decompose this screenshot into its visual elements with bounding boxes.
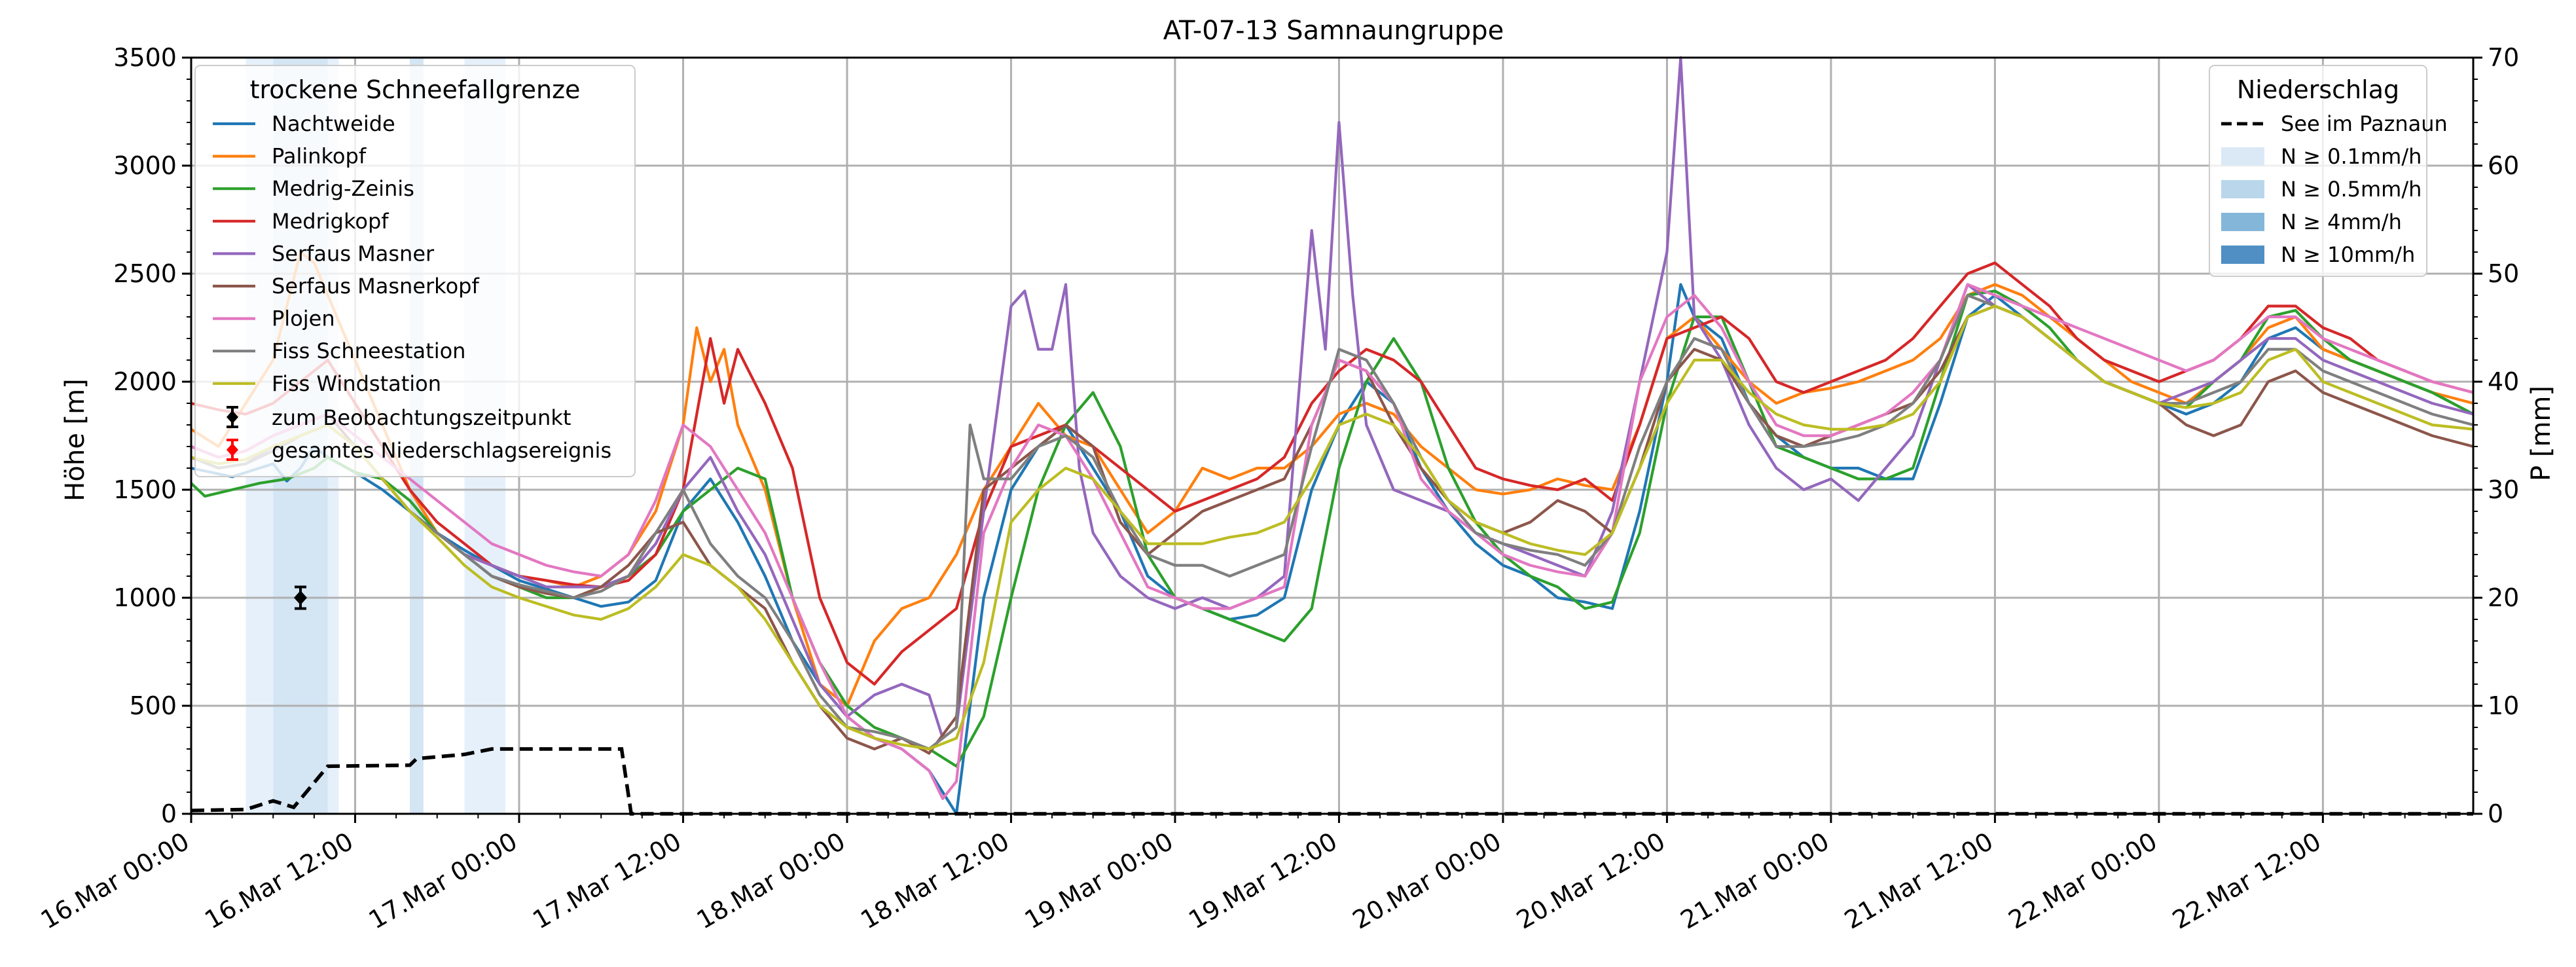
y-tick-label-left-4: 2000	[113, 367, 177, 396]
y-tick-label-right-0: 0	[2488, 799, 2503, 828]
legend-label-3: Medrigkopf	[272, 209, 389, 234]
y-tick-label-left-1: 500	[129, 691, 177, 720]
series-line-plojen	[190, 283, 2474, 800]
legend-right-swatch-2	[2221, 180, 2264, 198]
legend-left-title: trockene Schneefallgrenze	[250, 75, 581, 104]
legend-right-label-3: N ≥ 4mm/h	[2281, 210, 2402, 234]
obs-point	[293, 591, 307, 605]
y-tick-label-left-3: 1500	[113, 475, 177, 504]
series-line-medrigkopf	[190, 261, 2474, 686]
y-tick-label-right-1: 10	[2488, 691, 2519, 720]
y-tick-label-right-7: 70	[2488, 43, 2519, 72]
series-lines	[190, 56, 2474, 816]
y-tick-label-left-5: 2500	[113, 259, 177, 288]
y-tick-label-right-3: 30	[2488, 475, 2519, 504]
precip-cumulative-line	[190, 747, 2473, 816]
legend-right-swatch-3	[2221, 213, 2264, 231]
legend-label-6: Plojen	[272, 306, 335, 331]
legend-obs-marker	[227, 406, 238, 428]
legend-label-8: Fiss Windstation	[272, 371, 441, 396]
chart-title: AT-07-13 Samnaungruppe	[1163, 16, 1504, 46]
legend-label-0: Nachtweide	[272, 111, 395, 136]
legend-right-label-2: N ≥ 0.5mm/h	[2281, 177, 2422, 202]
y-tick-label-right-5: 50	[2488, 259, 2519, 288]
legend-left: trockene Schneefallgrenze Nachtweide Pali…	[194, 65, 636, 477]
legend-right-label-4: N ≥ 10mm/h	[2281, 242, 2415, 267]
legend-right-items: See im Paznaun N ≥ 0.1mm/h N ≥ 0.5mm/h N ≥ …	[2221, 111, 2448, 267]
legend-left-items: Nachtweide Palinkopf Medrig-Zeinis Medrigko…	[213, 111, 479, 396]
plot-frame	[190, 56, 2475, 815]
legend-label-2: Medrig-Zeinis	[272, 176, 414, 201]
y-tick-label-left-7: 3500	[113, 43, 177, 72]
legend-label-1: Palinkopf	[272, 144, 367, 169]
obs-marker	[293, 585, 307, 610]
legend-right-label-0: See im Paznaun	[2281, 111, 2448, 136]
legend-right: Niederschlag See im Paznaun N ≥ 0.1mm/h N …	[2209, 65, 2448, 277]
y-axis-label-right: P [mm]	[2526, 386, 2556, 481]
y-tick-label-left-0: 0	[161, 799, 177, 828]
y-tick-label-left-6: 3000	[113, 151, 177, 180]
legend-label-5: Serfaus Masnerkopf	[272, 274, 479, 299]
series-line-fiss-windstation	[190, 304, 2474, 751]
legend-obs-label: zum Beobachtungszeitpunkt	[272, 405, 571, 430]
y-axis-label-left: Höhe [m]	[60, 378, 90, 501]
legend-left-frame	[194, 65, 636, 477]
legend-label-4: Serfaus Masner	[272, 241, 435, 266]
y-tick-label-right-6: 60	[2488, 151, 2519, 180]
y-tick-label-right-2: 20	[2488, 583, 2519, 612]
precip-line	[190, 747, 2473, 816]
y-tick-label-left-2: 1000	[113, 583, 177, 612]
legend-right-swatch-4	[2221, 246, 2264, 264]
legend-right-label-1: N ≥ 0.1mm/h	[2281, 144, 2422, 169]
legend-event-marker	[227, 439, 238, 461]
legend-right-title: Niederschlag	[2237, 75, 2399, 104]
legend-right-swatch-1	[2221, 147, 2264, 166]
y-tick-label-right-4: 40	[2488, 367, 2519, 396]
legend-event-label: gesamtes Niederschlagsereignis	[272, 438, 611, 463]
legend-label-7: Fiss Schneestation	[272, 338, 465, 363]
